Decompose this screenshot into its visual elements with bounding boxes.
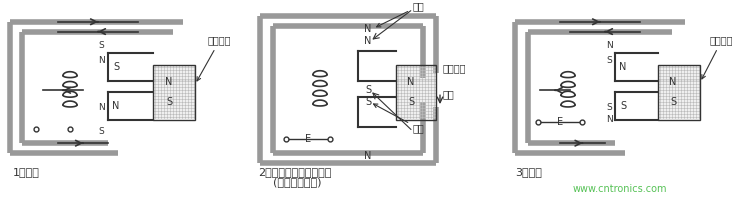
Text: E: E xyxy=(557,117,563,127)
Text: E: E xyxy=(305,134,311,144)
Text: N: N xyxy=(98,56,105,65)
Text: 永久磁铁: 永久磁铁 xyxy=(197,35,232,81)
Text: N: N xyxy=(407,77,415,88)
Text: N: N xyxy=(364,24,372,34)
Text: S: S xyxy=(113,62,119,72)
Text: N: N xyxy=(98,103,105,112)
Text: S: S xyxy=(670,97,676,107)
Text: N: N xyxy=(364,151,372,161)
Text: 1、释放: 1、释放 xyxy=(13,168,40,177)
Text: 永久磁铁: 永久磁铁 xyxy=(443,63,467,73)
Text: S: S xyxy=(408,97,414,107)
Text: N: N xyxy=(606,115,613,124)
Text: 2、从释放到吸动的过渡: 2、从释放到吸动的过渡 xyxy=(258,168,331,177)
Text: S: S xyxy=(620,101,626,111)
Text: N: N xyxy=(620,62,626,72)
Text: N: N xyxy=(606,41,613,50)
Bar xyxy=(153,65,195,120)
Text: S: S xyxy=(606,103,611,112)
Text: www.cntronics.com: www.cntronics.com xyxy=(573,184,667,194)
Text: N: N xyxy=(112,101,120,111)
Text: S: S xyxy=(166,97,172,107)
Text: S: S xyxy=(365,85,371,95)
Text: S: S xyxy=(98,127,104,136)
Text: (加上工作电压): (加上工作电压) xyxy=(273,177,322,187)
Text: 3、吸动: 3、吸动 xyxy=(515,168,542,177)
Text: N: N xyxy=(669,77,677,88)
Text: 永久磁铁: 永久磁铁 xyxy=(702,35,733,79)
Text: S: S xyxy=(98,41,104,50)
Text: N: N xyxy=(165,77,172,88)
Text: N: N xyxy=(364,36,372,46)
Text: 运动: 运动 xyxy=(443,89,455,99)
Text: S: S xyxy=(365,97,371,107)
Text: 吸引: 吸引 xyxy=(374,104,425,133)
Bar xyxy=(658,65,700,120)
Text: S: S xyxy=(606,56,611,65)
Text: 排斥: 排斥 xyxy=(377,1,425,27)
Bar xyxy=(396,65,436,120)
